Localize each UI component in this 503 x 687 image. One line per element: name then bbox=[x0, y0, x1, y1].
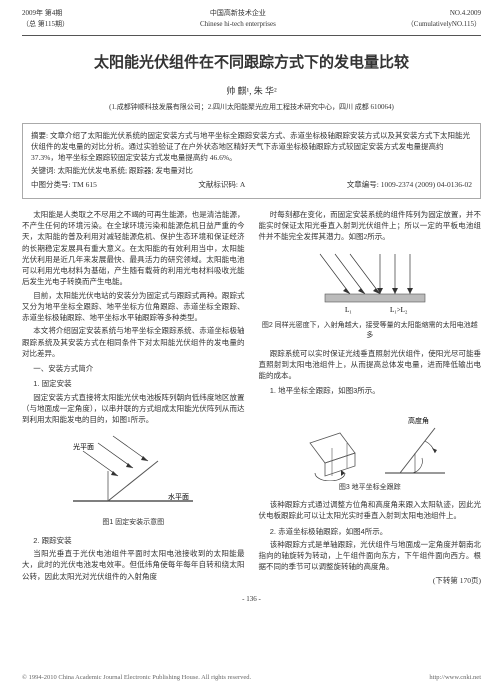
fig3-svg: 高度角 bbox=[285, 403, 455, 481]
classification: 中图分类号: TM 615 文献标识码: A 文章编号: 1009-2374 (… bbox=[31, 179, 472, 190]
fig2-svg: L₁ L₁>L₂ bbox=[305, 249, 435, 319]
subsection-heading: 2. 赤道坐标极轴跟踪，如图4所示。 bbox=[259, 526, 482, 537]
subsection-heading: 2. 跟踪安装 bbox=[22, 535, 245, 546]
authors: 帅 麒¹, 朱 华² bbox=[0, 85, 503, 99]
section-heading: 一、安装方式简介 bbox=[22, 363, 245, 374]
source-url: http://www.cnki.net bbox=[429, 673, 481, 683]
svg-text:光平面: 光平面 bbox=[73, 442, 94, 451]
figure-3: 高度角 图3 地平坐标全跟踪 bbox=[259, 403, 482, 494]
page-number: - 136 - bbox=[0, 594, 503, 605]
subsection-heading: 1. 固定安装 bbox=[22, 378, 245, 389]
body-columns: 太阳能是人类取之不尽用之不竭的可再生能源，也是清洁能源，不产生任何的环境污染。在… bbox=[0, 209, 503, 588]
para: 当阳光垂直于光伏电池组件平面时太阳电池接收到的太阳能最大，此时的光伏电池发电效率… bbox=[22, 548, 245, 582]
left-column: 太阳能是人类取之不尽用之不竭的可再生能源，也是清洁能源，不产生任何的环境污染。在… bbox=[22, 209, 245, 588]
cumulative-no: （CumulativelyNO.115） bbox=[407, 19, 481, 30]
para: 目前，太阳能光伏电站的安装分为固定式与跟踪式两种。跟踪式又分为地平坐标全跟踪、地… bbox=[22, 290, 245, 324]
abstract-box: 摘要: 文章介绍了太阳能光伏系统的固定安装方式与地平坐标全跟踪安装方式、赤道坐标… bbox=[22, 123, 481, 199]
header-left: 2009年 第4期 （总 第115期） bbox=[22, 8, 69, 29]
para: 固定安装方式直接将太阳能光伏电池板阵列朝向低纬度地区放置（与地面成一定角度），以… bbox=[22, 392, 245, 426]
copyright: © 1994-2010 China Academic Journal Elect… bbox=[22, 673, 251, 683]
article-id: 文章编号: 1009-2374 (2009) 04-0136-02 bbox=[347, 179, 472, 190]
journal-en: Chinese hi-tech enterprises bbox=[200, 19, 276, 30]
issue-total: （总 第115期） bbox=[22, 19, 69, 30]
header-right: NO.4.2009 （CumulativelyNO.115） bbox=[407, 8, 481, 29]
svg-text:L₁>L₂: L₁>L₂ bbox=[390, 306, 408, 314]
clc: 中图分类号: TM 615 bbox=[31, 179, 97, 190]
svg-text:水平面: 水平面 bbox=[168, 492, 189, 501]
figure-1: 光平面 水平面 图1 固定安装示意图 bbox=[22, 431, 245, 529]
para: 该种跟踪方式是单轴跟踪，光伏组件与地面成一定角度并朝南北指向的轴旋转为转动，上午… bbox=[259, 539, 482, 573]
figure-2: L₁ L₁>L₂ 图2 同样光密度下，入射角越大，接受等量的太阳能缩需的太阳电池… bbox=[259, 249, 482, 342]
fig1-svg: 光平面 水平面 bbox=[63, 431, 203, 516]
page-header: 2009年 第4期 （总 第115期） 中国高新技术企业 Chinese hi-… bbox=[0, 0, 503, 33]
doc-code: 文献标识码: A bbox=[198, 179, 245, 190]
keywords: 关键词: 太阳能光伏发电系统; 跟踪器; 发电量对比 bbox=[31, 165, 472, 176]
para: 本文将介绍固定安装系统与地平坐标全跟踪系统、赤道坐标极轴跟踪系统及其安装方式在相… bbox=[22, 325, 245, 359]
header-rule bbox=[22, 35, 481, 36]
para: 该种跟踪方式通过调整方位角和高度角来跟入太阳轨迹，因此光伏电板跟踪此可以让太阳光… bbox=[259, 499, 482, 522]
fig3-caption: 图3 地平坐标全跟踪 bbox=[259, 483, 482, 494]
svg-text:高度角: 高度角 bbox=[408, 416, 429, 425]
header-center: 中国高新技术企业 Chinese hi-tech enterprises bbox=[200, 8, 276, 29]
subsection-heading: 1. 地平坐标全跟踪，如图3所示。 bbox=[259, 385, 482, 396]
continued-note: (下转第 170页) bbox=[259, 575, 482, 586]
page-footer: © 1994-2010 China Academic Journal Elect… bbox=[0, 673, 503, 683]
para: 跟踪系统可以实时保证光线垂直照射光伏组件，使阳光尽可能垂直照射到太阳电池组件上，… bbox=[259, 348, 482, 382]
issue-year: 2009年 第4期 bbox=[22, 8, 69, 19]
para: 太阳能是人类取之不尽用之不竭的可再生能源，也是清洁能源，不产生任何的环境污染。在… bbox=[22, 209, 245, 288]
abstract-text: 摘要: 文章介绍了太阳能光伏系统的固定安装方式与地平坐标全跟踪安装方式、赤道坐标… bbox=[31, 130, 472, 164]
issue-no: NO.4.2009 bbox=[450, 8, 481, 19]
fig2-caption: 图2 同样光密度下，入射角越大，接受等量的太阳能缩需的太阳电池越多 bbox=[259, 321, 482, 342]
para: 时每刻都在变化，而固定安装系统的组件阵列为固定放置，并不能实时保证太阳光垂直入射… bbox=[259, 209, 482, 243]
affiliation: (1.成都钟顺科技发展有限公司；2.四川太阳能聚光应用工程技术研究中心，四川 成… bbox=[0, 102, 503, 113]
right-column: 时每刻都在变化，而固定安装系统的组件阵列为固定放置，并不能实时保证太阳光垂直入射… bbox=[259, 209, 482, 588]
svg-text:L₁: L₁ bbox=[345, 306, 352, 314]
article-title: 太阳能光伏组件在不同跟踪方式下的发电量比较 bbox=[0, 52, 503, 75]
journal-cn: 中国高新技术企业 bbox=[210, 8, 266, 19]
fig1-caption: 图1 固定安装示意图 bbox=[22, 518, 245, 529]
